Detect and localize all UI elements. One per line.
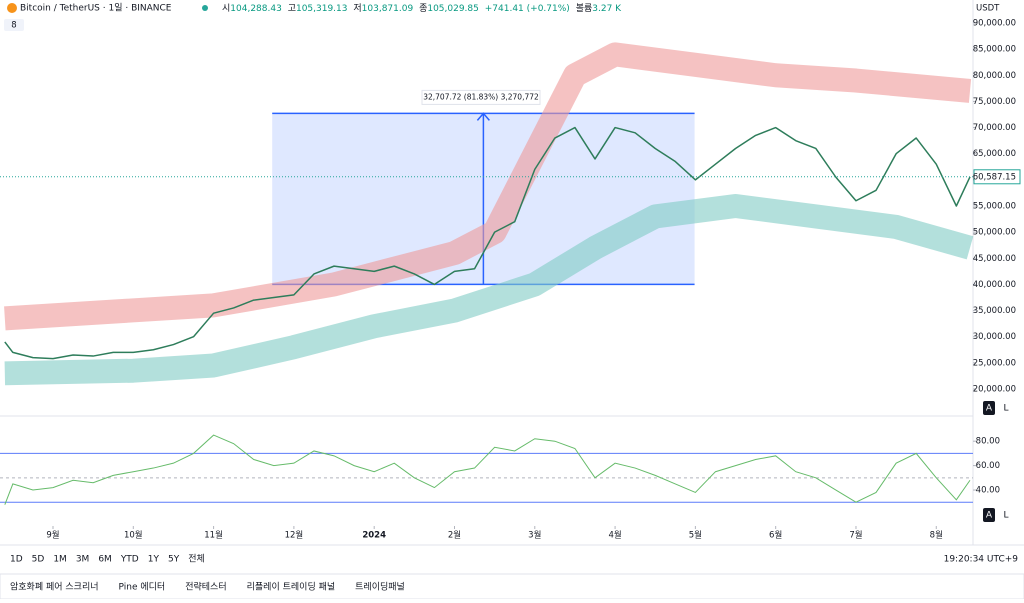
label: 고 <box>288 4 296 14</box>
value: 105,029.85 <box>427 4 479 14</box>
rsi-label: 40.00 <box>976 486 1000 496</box>
label: 시 <box>222 3 230 14</box>
rsi-line <box>4 434 971 505</box>
cloud-band <box>4 42 972 331</box>
time-label: 7월 <box>849 530 862 541</box>
price-label: 35,000.00 <box>973 306 1016 316</box>
clock: 19:20:34 UTC+9 <box>944 555 1019 565</box>
price-label: 30,000.00 <box>973 332 1016 342</box>
range-button[interactable]: 1Y <box>148 555 160 565</box>
last-price-tag <box>973 169 1021 185</box>
price-label: 40,000.00 <box>973 280 1016 290</box>
measure-label-box <box>421 89 541 105</box>
panel-tab[interactable]: 암호화폐 페어 스크리너 <box>10 581 99 593</box>
time-label: 2024 <box>362 531 386 541</box>
label: 저 <box>353 3 361 14</box>
range-button[interactable]: 3M <box>76 555 90 565</box>
log-label[interactable]: L <box>1003 404 1008 414</box>
value: 103,871.09 <box>362 4 414 14</box>
price-label: 65,000.00 <box>973 149 1016 159</box>
time-label: 10월 <box>124 530 143 541</box>
range-button[interactable]: 전체 <box>188 554 205 565</box>
price-label: 25,000.00 <box>973 358 1016 368</box>
price-label: 45,000.00 <box>973 254 1016 264</box>
symbol[interactable]: Bitcoin / TetherUS · 1일 · BINANCE <box>20 3 172 14</box>
rsi-label: 60.00 <box>976 461 1000 471</box>
range-button[interactable]: YTD <box>120 555 139 565</box>
panel-tab[interactable]: Pine 에디터 <box>119 582 166 593</box>
auto-button[interactable] <box>983 508 995 522</box>
measure-arrowhead <box>476 112 490 121</box>
time-label: 12월 <box>285 530 304 541</box>
indicator-toggle[interactable] <box>4 19 24 31</box>
currency[interactable]: USDT <box>976 4 1000 14</box>
panel-tab[interactable]: 트레이딩패널 <box>355 582 405 593</box>
price-label: 90,000.00 <box>973 19 1016 29</box>
last-price-label: 60,587.15 <box>973 172 1016 182</box>
price-label: 55,000.00 <box>973 201 1016 211</box>
value: 3.27 K <box>592 4 622 14</box>
price-label: 75,000.00 <box>973 97 1016 107</box>
auto-label: A <box>986 511 993 521</box>
range-button[interactable]: 1D <box>10 555 23 565</box>
status-dot <box>202 5 208 11</box>
rsi-label: 80.00 <box>976 437 1000 447</box>
value: 104,288.43 <box>230 4 282 14</box>
panel-tab[interactable]: 전략테스터 <box>185 581 226 593</box>
symbol-icon <box>7 3 17 13</box>
cloud-band <box>4 193 974 386</box>
time-label: 2월 <box>448 530 461 541</box>
measure-label: 32,707.72 (81.83%) 3,270,772 <box>423 92 539 101</box>
price-label: 80,000.00 <box>973 71 1016 81</box>
ohlc: 시104,288.43 고105,319.13 저103,871.09 종105… <box>222 3 622 14</box>
time-label: 9월 <box>46 530 59 541</box>
time-label: 3월 <box>528 530 541 541</box>
price-label: 20,000.00 <box>973 384 1016 394</box>
price-line <box>4 126 971 360</box>
value: 105,319.13 <box>296 4 348 14</box>
range-button[interactable]: 5D <box>32 555 45 565</box>
label: 종 <box>419 3 427 14</box>
bottom-panel <box>0 573 1024 600</box>
price-label: 85,000.00 <box>973 45 1016 55</box>
label: 볼륨 <box>576 3 593 14</box>
time-label: 8월 <box>930 530 943 541</box>
time-label: 11월 <box>204 530 223 541</box>
range-button[interactable]: 5Y <box>168 555 180 565</box>
time-label: 4월 <box>608 530 621 541</box>
change: +741.41 (+0.71%) <box>485 4 570 14</box>
panel-tab[interactable]: 리플레이 트레이딩 패널 <box>247 582 336 593</box>
auto-label: A <box>986 404 993 414</box>
indicator-count: 8 <box>11 21 16 31</box>
range-button[interactable]: 1M <box>53 555 67 565</box>
log-label[interactable]: L <box>1003 511 1008 521</box>
time-label: 5월 <box>689 530 702 541</box>
price-label: 50,000.00 <box>973 228 1016 238</box>
auto-button[interactable] <box>983 401 995 415</box>
range-button[interactable]: 6M <box>98 555 112 565</box>
price-label: 70,000.00 <box>973 123 1016 133</box>
time-label: 6월 <box>769 530 782 541</box>
